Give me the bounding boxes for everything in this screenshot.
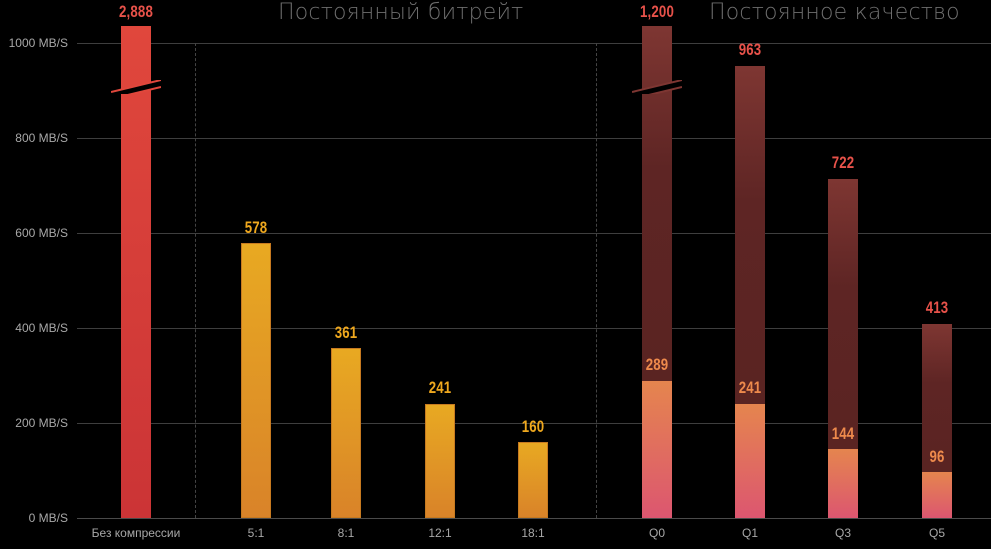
gridline-400 [77,328,991,329]
bar-uncompressed [121,26,151,518]
bar-18-1 [518,442,548,518]
bar-8-1 [331,348,361,518]
y-tick-600: 600 MB/S [15,226,68,240]
bar-q0-min [642,381,672,518]
bar-12-1 [425,404,455,518]
section-title-cbr: Постоянный битрейт [278,0,524,25]
value-8-1: 361 [334,323,358,342]
value-q1-min: 241 [738,378,762,397]
value-q3-max: 722 [831,153,855,172]
y-tick-800: 800 MB/S [15,131,68,145]
y-tick-400: 400 MB/S [15,321,68,335]
value-12-1: 241 [428,378,452,397]
bar-5-1 [241,243,271,518]
value-q1-max: 963 [738,40,762,59]
x-label-5-1: 5:1 [247,526,265,540]
y-tick-1000: 1000 MB/S [8,36,68,50]
gridline-800 [77,138,991,139]
section-divider-left [195,43,196,518]
section-title-cq: Постоянное качество [709,0,960,25]
section-divider-right [596,43,597,518]
x-label-8-1: 8:1 [337,526,355,540]
gridline-1000 [77,43,991,44]
gridline-600 [77,233,991,234]
bar-q5-min [922,472,952,518]
value-q5-min: 96 [929,447,945,466]
bar-q5-max [922,324,952,472]
axis-break-icon [111,80,161,94]
value-5-1: 578 [244,218,268,237]
value-18-1: 160 [521,417,545,436]
bar-q3-min [828,449,858,518]
bar-q1-max [735,66,765,404]
bar-q1-min [735,404,765,518]
x-label-18-1: 18:1 [521,526,545,540]
bar-q3-max [828,179,858,449]
value-q3-min: 144 [831,424,855,443]
value-q0-max: 1,200 [640,2,674,21]
y-tick-0: 0 MB/S [28,511,68,525]
y-tick-200: 200 MB/S [15,416,68,430]
x-label-12-1: 12:1 [428,526,452,540]
x-label-q0: Q0 [648,526,665,540]
value-uncompressed: 2,888 [119,2,153,21]
x-label-q5: Q5 [928,526,945,540]
axis-break-icon [632,80,682,94]
x-axis-baseline [77,518,991,519]
x-label-uncompressed: Без компрессии [91,526,181,540]
x-label-q1: Q1 [741,526,758,540]
gridline-200 [77,423,991,424]
value-q5-max: 413 [925,298,949,317]
value-q0-min: 289 [645,355,669,374]
x-label-q3: Q3 [834,526,851,540]
